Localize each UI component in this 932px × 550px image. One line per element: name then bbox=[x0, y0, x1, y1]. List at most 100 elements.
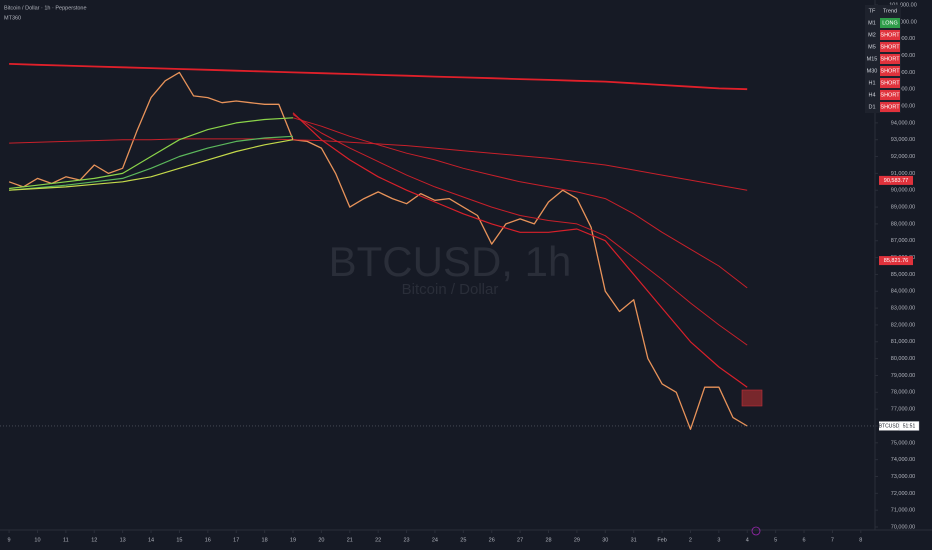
y-tick-label: 79,000.00 bbox=[891, 373, 915, 379]
price-tag-symbol: BTCUSD bbox=[879, 423, 900, 429]
x-tick-label: 5 bbox=[774, 537, 777, 543]
trend-cell bbox=[880, 54, 900, 64]
y-tick-label: 93,000.00 bbox=[891, 137, 915, 143]
indicator-name: MT360 bbox=[4, 15, 21, 21]
zone-box bbox=[741, 389, 763, 407]
series-line bbox=[292, 117, 748, 289]
x-tick-label: 22 bbox=[375, 537, 381, 543]
trend-cell bbox=[880, 90, 900, 100]
price-tag-bg bbox=[879, 421, 899, 431]
x-tick-label: 9 bbox=[8, 537, 11, 543]
x-tick-label: 3 bbox=[717, 537, 720, 543]
table-tf: H4 bbox=[868, 92, 875, 98]
y-tick-label: 96,000.00 bbox=[891, 87, 915, 93]
x-tick-label: 18 bbox=[262, 537, 268, 543]
x-tick-label: 27 bbox=[517, 537, 523, 543]
y-tick-label: 81,000.00 bbox=[891, 339, 915, 345]
y-tick-label: 72,000.00 bbox=[891, 491, 915, 497]
x-tick-label: 16 bbox=[205, 537, 211, 543]
series-line bbox=[9, 117, 294, 190]
trend-cell bbox=[880, 30, 900, 40]
y-tick-label: 91,000.00 bbox=[891, 171, 915, 177]
y-tick-label: 88,000.00 bbox=[891, 221, 915, 227]
header-title: Bitcoin / Dollar · 1h · Pepperstone bbox=[4, 5, 87, 11]
table-tf: M15 bbox=[867, 56, 878, 62]
y-tick-label: 77,000.00 bbox=[891, 407, 915, 413]
trend-label: SHORT bbox=[880, 32, 900, 38]
table-header: Trend bbox=[883, 8, 897, 14]
y-tick-label: 82,000.00 bbox=[891, 322, 915, 328]
x-tick-label: 28 bbox=[545, 537, 551, 543]
trend-label: SHORT bbox=[880, 44, 900, 50]
trend-cell bbox=[880, 42, 900, 52]
price-tag-countdown: 51:51 bbox=[903, 423, 916, 429]
y-tick-label: 94,000.00 bbox=[891, 120, 915, 126]
x-tick-label: 11 bbox=[63, 537, 69, 543]
x-tick-label: 12 bbox=[91, 537, 97, 543]
trend-cell bbox=[880, 66, 900, 76]
y-tick-label: 84,000.00 bbox=[891, 289, 915, 295]
series-line bbox=[8, 71, 748, 430]
price-tag-bg bbox=[898, 421, 920, 431]
y-tick-label: 80,000.00 bbox=[891, 356, 915, 362]
series-line bbox=[9, 139, 294, 191]
y-tick-label: 74,000.00 bbox=[891, 457, 915, 463]
x-tick-label: 13 bbox=[120, 537, 126, 543]
x-tick-label: 31 bbox=[631, 537, 637, 543]
series-line bbox=[292, 114, 748, 346]
ma-tag-label: 90,583.77 bbox=[884, 178, 908, 184]
y-tick-label: 70,000.00 bbox=[891, 524, 915, 530]
y-tick-label: 90,000.00 bbox=[891, 188, 915, 194]
x-tick-label: Feb bbox=[657, 537, 666, 543]
trend-label: LONG bbox=[882, 20, 898, 26]
trend-label: SHORT bbox=[880, 68, 900, 74]
y-tick-label: 95,000.00 bbox=[891, 103, 915, 109]
table-tf: H1 bbox=[868, 80, 875, 86]
watermark-name: Bitcoin / Dollar bbox=[402, 281, 499, 298]
series-line bbox=[292, 112, 748, 388]
trend-label: SHORT bbox=[880, 80, 900, 86]
y-tick-label: 92,000.00 bbox=[891, 154, 915, 160]
event-marker[interactable] bbox=[751, 526, 761, 536]
x-tick-label: 26 bbox=[489, 537, 495, 543]
table-tf: M1 bbox=[868, 20, 876, 26]
trend-cell bbox=[880, 102, 900, 112]
x-tick-label: 8 bbox=[859, 537, 862, 543]
x-tick-label: 6 bbox=[802, 537, 805, 543]
x-tick-label: 2 bbox=[689, 537, 692, 543]
table-tf: M2 bbox=[868, 32, 876, 38]
y-tick-label: 101,000.00 bbox=[889, 2, 917, 8]
y-tick-label: 100,000.00 bbox=[889, 19, 917, 25]
ma-tag-bg bbox=[879, 175, 913, 185]
y-tick-label: 89,000.00 bbox=[891, 205, 915, 211]
y-tick-label: 98,000.00 bbox=[891, 53, 915, 59]
x-tick-label: 29 bbox=[574, 537, 580, 543]
x-tick-label: 14 bbox=[148, 537, 154, 543]
series-line bbox=[9, 63, 748, 91]
trend-cell bbox=[880, 18, 900, 28]
y-tick-label: 78,000.00 bbox=[891, 390, 915, 396]
x-tick-label: 7 bbox=[831, 537, 834, 543]
table-tf: D1 bbox=[868, 104, 875, 110]
ma-tag-bg bbox=[879, 256, 913, 266]
x-tick-label: 4 bbox=[746, 537, 749, 543]
x-tick-label: 24 bbox=[432, 537, 438, 543]
x-tick-label: 25 bbox=[460, 537, 466, 543]
x-tick-label: 10 bbox=[34, 537, 40, 543]
y-tick-label: 85,000.00 bbox=[891, 272, 915, 278]
y-tick-label: 87,000.00 bbox=[891, 238, 915, 244]
x-tick-label: 30 bbox=[602, 537, 608, 543]
table-tf: M30 bbox=[867, 68, 878, 74]
trend-cell bbox=[880, 78, 900, 88]
y-tick-label: 99,000.00 bbox=[891, 36, 915, 42]
x-tick-label: 17 bbox=[233, 537, 239, 543]
x-tick-label: 20 bbox=[318, 537, 324, 543]
trend-label: SHORT bbox=[880, 92, 900, 98]
table-header: TF bbox=[869, 8, 876, 14]
x-tick-label: 15 bbox=[176, 537, 182, 543]
y-tick-label: 73,000.00 bbox=[891, 474, 915, 480]
x-tick-label: 21 bbox=[347, 537, 353, 543]
table-tf: M5 bbox=[868, 44, 876, 50]
